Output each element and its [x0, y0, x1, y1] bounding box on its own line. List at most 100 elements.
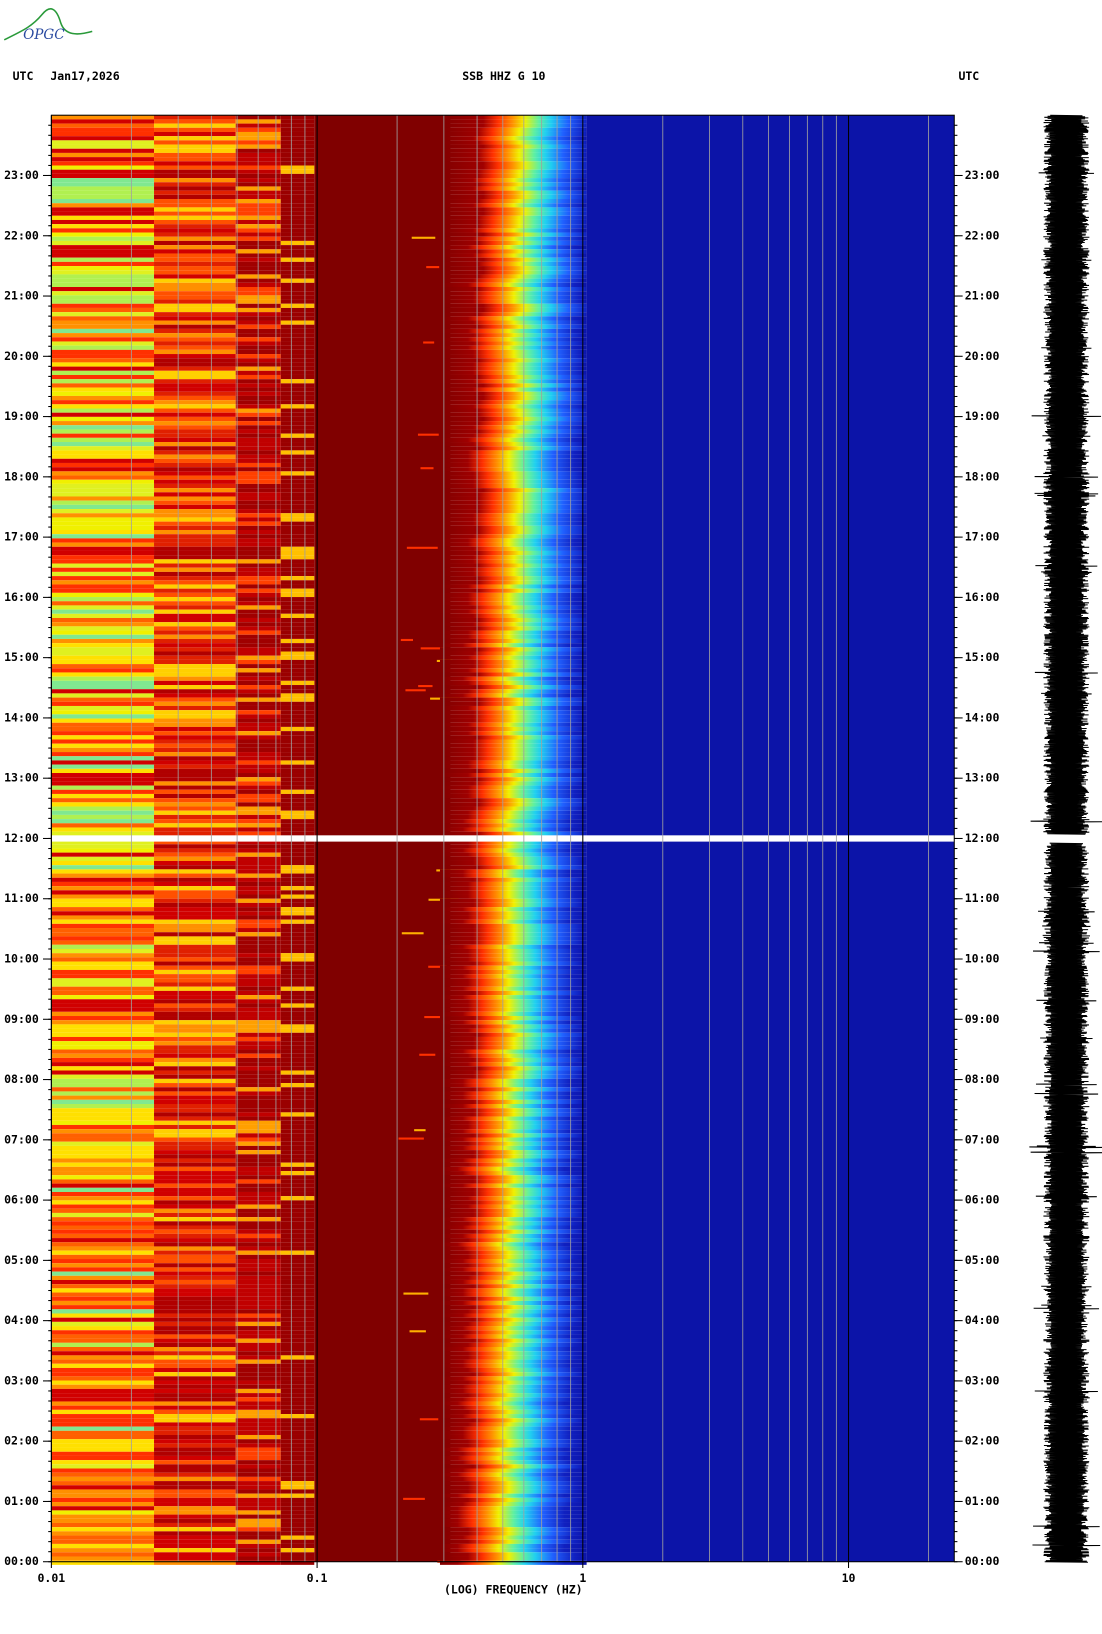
- band: [51, 592, 155, 598]
- band: [280, 1321, 315, 1327]
- band: [439, 1179, 587, 1184]
- band: [439, 1057, 587, 1063]
- band: [154, 1187, 236, 1192]
- band: [154, 647, 236, 652]
- band: [439, 781, 587, 786]
- band: [280, 1334, 315, 1339]
- y-tick-label-right: 09:00: [965, 1012, 1000, 1026]
- band: [439, 768, 587, 774]
- band: [154, 995, 236, 1000]
- band: [154, 303, 236, 308]
- y-tick-label: 01:00: [4, 1494, 39, 1508]
- band: [154, 1217, 236, 1222]
- band: [439, 563, 587, 568]
- band: [439, 295, 587, 300]
- band: [280, 492, 315, 497]
- band: [280, 1200, 315, 1205]
- band: [439, 597, 587, 602]
- band: [154, 362, 236, 367]
- band: [439, 408, 587, 413]
- band: [154, 345, 236, 350]
- band: [154, 1238, 236, 1243]
- band: [154, 1355, 236, 1360]
- band: [51, 1367, 155, 1373]
- band: [51, 919, 155, 924]
- band: [439, 115, 587, 120]
- band: [154, 333, 236, 338]
- band: [154, 1066, 236, 1071]
- band: [51, 852, 155, 857]
- band: [51, 1502, 155, 1507]
- band: [154, 546, 236, 551]
- band: [439, 1007, 587, 1012]
- band: [280, 1426, 315, 1431]
- band: [280, 974, 315, 979]
- band: [280, 806, 315, 811]
- band: [154, 471, 236, 476]
- band: [51, 178, 155, 183]
- band: [154, 1418, 236, 1423]
- band: [280, 412, 315, 417]
- y-tick-label-right: 05:00: [965, 1253, 1000, 1267]
- band: [439, 1187, 587, 1192]
- band: [280, 739, 315, 744]
- band: [280, 358, 315, 363]
- band: [51, 400, 155, 405]
- band: [154, 877, 236, 882]
- band: [439, 1384, 587, 1389]
- band: [280, 546, 315, 551]
- band: [154, 1145, 236, 1151]
- band: [280, 982, 315, 987]
- band: [51, 1451, 155, 1456]
- band: [280, 245, 315, 250]
- band: [280, 1016, 315, 1021]
- band: [154, 328, 236, 334]
- band: [280, 718, 315, 723]
- band: [51, 643, 155, 648]
- band: [280, 1522, 315, 1528]
- band: [280, 1518, 315, 1523]
- band: [51, 1455, 155, 1461]
- band: [51, 1380, 155, 1385]
- band: [51, 990, 155, 996]
- band: [439, 567, 587, 572]
- x-axis-label: (LOG) FREQUENCY (HZ): [444, 1583, 583, 1597]
- band: [280, 165, 315, 170]
- band: [154, 1275, 236, 1280]
- band: [51, 928, 155, 933]
- band: [439, 412, 587, 417]
- band: [280, 475, 315, 480]
- band: [51, 651, 155, 656]
- band: [280, 676, 315, 681]
- band: [51, 877, 155, 882]
- y-tick-label-right: 03:00: [965, 1373, 1000, 1387]
- band: [439, 894, 587, 899]
- streak: [414, 1129, 426, 1132]
- band: [439, 969, 587, 975]
- band: [280, 1367, 315, 1373]
- band: [51, 236, 155, 241]
- band: [280, 1175, 315, 1180]
- band: [154, 228, 236, 233]
- band: [154, 1422, 236, 1427]
- band: [280, 1300, 315, 1306]
- band: [439, 860, 587, 866]
- band: [280, 936, 315, 941]
- band: [280, 1443, 315, 1448]
- band: [51, 538, 155, 543]
- band: [51, 1405, 155, 1410]
- band: [154, 764, 236, 769]
- band: [280, 1380, 315, 1385]
- band: [51, 697, 155, 702]
- y-tick-label-right: 01:00: [965, 1494, 1000, 1508]
- band: [154, 1049, 236, 1054]
- band: [51, 659, 155, 665]
- band: [51, 316, 155, 321]
- band: [51, 1028, 155, 1033]
- band: [439, 571, 587, 577]
- band: [51, 374, 155, 380]
- band: [154, 1150, 236, 1155]
- band: [51, 131, 155, 137]
- band: [51, 647, 155, 652]
- band: [280, 831, 315, 836]
